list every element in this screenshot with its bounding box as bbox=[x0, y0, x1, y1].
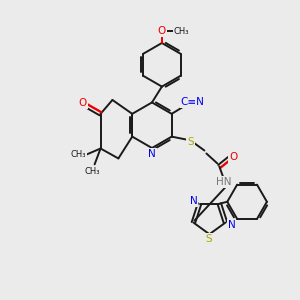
Text: O: O bbox=[79, 98, 87, 108]
Text: O: O bbox=[158, 26, 166, 36]
Text: N: N bbox=[227, 220, 235, 230]
Text: CH₃: CH₃ bbox=[174, 27, 190, 36]
Text: CH₃: CH₃ bbox=[71, 150, 86, 159]
Text: S: S bbox=[205, 234, 212, 244]
Text: S: S bbox=[187, 136, 194, 147]
Text: N: N bbox=[148, 149, 156, 159]
Text: O: O bbox=[229, 152, 237, 162]
Text: C≡N: C≡N bbox=[181, 97, 205, 107]
Text: N: N bbox=[190, 196, 197, 206]
Text: HN: HN bbox=[217, 177, 232, 187]
Text: CH₃: CH₃ bbox=[85, 167, 100, 176]
